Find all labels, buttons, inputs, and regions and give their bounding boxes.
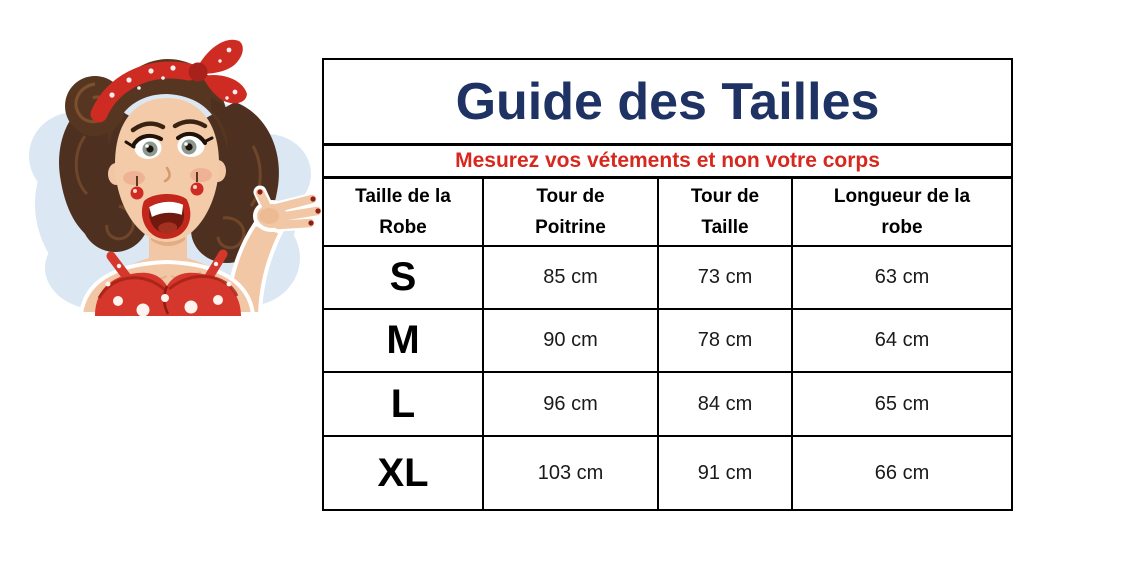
chest-value: 85 cm [484, 247, 659, 310]
nose [163, 166, 171, 183]
column-header-length: Longueur de la robe [793, 179, 1011, 247]
column-header-chest: Tour de Poitrine [484, 179, 659, 247]
header-line: Taille de la [355, 186, 451, 207]
column-header-dress-size: Taille de la Robe [324, 179, 484, 247]
waist-value: 73 cm [659, 247, 793, 310]
size-label: S [324, 247, 484, 310]
header-line: Tour de [536, 186, 605, 207]
cherry-earrings [130, 172, 204, 200]
header-line: robe [881, 217, 923, 238]
header-line: Poitrine [535, 217, 606, 238]
fingernails [257, 189, 321, 226]
chest-value: 96 cm [484, 373, 659, 437]
waist-value: 78 cm [659, 310, 793, 373]
header-line: Robe [379, 217, 427, 238]
presenting-arm [224, 185, 325, 316]
waist-value: 84 cm [659, 373, 793, 437]
size-guide-title: Guide des Tailles [324, 60, 1011, 146]
bandana-shape [90, 39, 247, 123]
length-value: 65 cm [793, 373, 1011, 437]
pinup-girl-illustration [29, 39, 325, 317]
eyebrow-left [130, 121, 166, 133]
length-value: 63 cm [793, 247, 1011, 310]
length-value: 64 cm [793, 310, 1011, 373]
column-header-waist: Tour de Taille [659, 179, 793, 247]
header-line: Longueur de la [833, 186, 971, 207]
open-mouth [142, 194, 191, 239]
face-features [123, 119, 214, 239]
size-guide-subtitle: Mesurez vos vétements et non votre corps [324, 146, 1011, 179]
polka-dots [105, 261, 232, 317]
waist-value: 91 cm [659, 437, 793, 509]
eyebrow-right [172, 119, 208, 129]
size-label: XL [324, 437, 484, 509]
size-label: M [324, 310, 484, 373]
size-guide-table: Guide des Tailles Mesurez vos vétements … [322, 58, 1013, 511]
header-line: Tour de [690, 186, 760, 207]
chest-value: 90 cm [484, 310, 659, 373]
polka-dot-top-shape [95, 249, 241, 317]
chest-value: 103 cm [484, 437, 659, 509]
size-label: L [324, 373, 484, 437]
header-line: Taille [701, 217, 749, 238]
length-value: 66 cm [874, 461, 930, 484]
